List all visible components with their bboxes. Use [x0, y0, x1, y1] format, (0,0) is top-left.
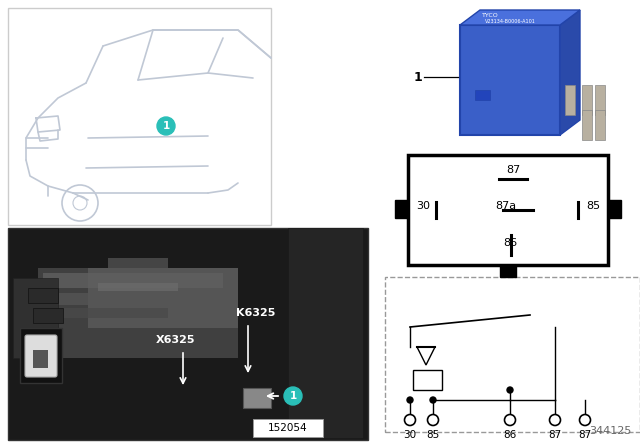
Circle shape — [407, 397, 413, 403]
Text: 1: 1 — [163, 121, 170, 131]
Bar — [58, 293, 218, 305]
Bar — [460, 25, 560, 135]
Bar — [395, 200, 408, 218]
Text: TYCO: TYCO — [482, 13, 499, 17]
Bar — [595, 85, 605, 115]
Bar — [408, 155, 608, 265]
Text: X6325: X6325 — [156, 335, 195, 345]
Circle shape — [550, 414, 561, 426]
Text: 86: 86 — [503, 238, 517, 248]
Bar — [608, 200, 621, 218]
Bar — [390, 5, 640, 153]
Polygon shape — [460, 10, 580, 25]
Bar — [33, 308, 63, 323]
Circle shape — [428, 414, 438, 426]
Bar — [48, 308, 168, 318]
Bar — [475, 90, 490, 100]
Text: 30: 30 — [403, 430, 417, 440]
FancyBboxPatch shape — [25, 335, 57, 377]
Bar — [385, 277, 640, 432]
Text: V23134-B0006-A101: V23134-B0006-A101 — [484, 18, 536, 23]
Bar — [413, 370, 442, 390]
Text: 86: 86 — [504, 430, 516, 440]
Text: 1: 1 — [289, 391, 296, 401]
Bar — [38, 268, 238, 358]
Text: 30: 30 — [416, 201, 430, 211]
Text: 87: 87 — [548, 430, 562, 440]
Circle shape — [404, 414, 415, 426]
Bar — [8, 8, 271, 225]
Bar — [13, 278, 58, 358]
Bar — [500, 265, 516, 277]
Bar — [253, 419, 323, 437]
Circle shape — [430, 397, 436, 403]
Text: 87: 87 — [506, 165, 520, 175]
Circle shape — [507, 387, 513, 393]
Text: 344125: 344125 — [589, 426, 632, 436]
Bar — [595, 110, 605, 140]
Circle shape — [284, 387, 302, 405]
Circle shape — [157, 117, 175, 135]
Text: 87a: 87a — [495, 201, 516, 211]
Bar — [20, 328, 62, 383]
Bar — [98, 283, 178, 291]
Bar — [582, 110, 592, 140]
Circle shape — [504, 414, 515, 426]
Text: 152054: 152054 — [268, 423, 308, 433]
Bar — [565, 85, 575, 115]
Text: 85: 85 — [426, 430, 440, 440]
Bar — [288, 228, 363, 438]
Text: 1: 1 — [413, 70, 422, 83]
Bar — [243, 388, 271, 408]
Bar — [8, 228, 368, 440]
Text: 85: 85 — [586, 201, 600, 211]
Bar — [43, 273, 223, 288]
Bar — [88, 268, 238, 328]
Bar — [23, 328, 53, 343]
Bar — [582, 85, 592, 115]
Bar — [33, 350, 48, 368]
Circle shape — [579, 414, 591, 426]
Text: K6325: K6325 — [236, 308, 275, 318]
Text: 87: 87 — [579, 430, 591, 440]
Polygon shape — [560, 10, 580, 135]
Bar — [108, 258, 168, 268]
Bar — [28, 288, 58, 303]
Polygon shape — [417, 347, 435, 365]
